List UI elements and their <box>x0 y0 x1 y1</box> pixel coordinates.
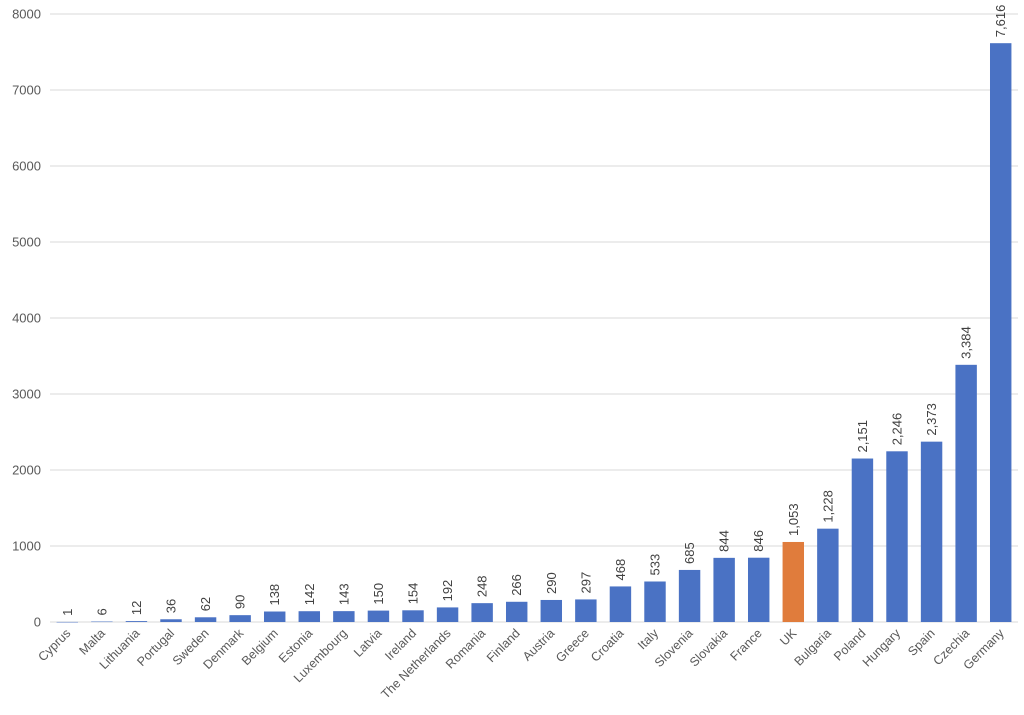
y-tick-label: 3000 <box>12 387 41 402</box>
x-tick-label: Italy <box>635 626 662 653</box>
data-label: 7,616 <box>993 5 1008 38</box>
bar-slovenia <box>678 569 701 622</box>
data-label: 846 <box>751 530 766 552</box>
bar-croatia <box>609 586 632 622</box>
data-label: 2,373 <box>924 403 939 436</box>
bar-spain <box>920 441 943 622</box>
bar-france <box>747 557 770 622</box>
bar-poland <box>851 458 874 622</box>
bar-uk <box>782 541 805 622</box>
data-label: 143 <box>336 583 351 605</box>
x-tick-label: Portugal <box>134 626 177 669</box>
data-label: 62 <box>198 597 213 611</box>
bar-the-netherlands <box>436 607 459 622</box>
y-tick-label: 7000 <box>12 83 41 98</box>
bar-bulgaria <box>817 528 839 622</box>
data-label: 1 <box>60 609 75 616</box>
x-axis-tick-labels: Cyprus MaltaLithuaniaPortugalSwedenDenmar… <box>36 626 1008 702</box>
data-label: 685 <box>682 542 697 564</box>
x-tick-label: UK <box>777 626 800 649</box>
bar-romania <box>471 603 493 622</box>
data-label: 12 <box>129 601 144 615</box>
bar-czechia <box>955 364 977 622</box>
y-tick-label: 6000 <box>12 159 41 174</box>
bar-austria <box>540 599 563 622</box>
data-label: 290 <box>544 572 559 594</box>
data-label: 266 <box>509 574 524 596</box>
bar-greece <box>575 599 597 622</box>
bar-belgium <box>263 611 286 622</box>
x-tick-label: Spain <box>905 626 938 659</box>
bar-latvia <box>367 610 390 622</box>
x-tick-label: Latvia <box>351 626 385 660</box>
y-axis-tick-labels: 0 1000 2000 3000 4000 5000 6000 7000 8000 <box>12 7 41 630</box>
bar-luxembourg <box>333 611 355 622</box>
bar-germany <box>989 43 1012 622</box>
bar-ireland <box>402 610 424 622</box>
data-label: 3,384 <box>959 326 974 359</box>
x-tick-label: Bulgaria <box>792 626 834 668</box>
data-label: 36 <box>164 599 179 613</box>
bars <box>56 43 1012 623</box>
bar-cyprus <box>56 621 79 623</box>
data-label: 1,053 <box>786 503 801 536</box>
data-label: 468 <box>613 559 628 581</box>
bar-estonia <box>298 611 321 622</box>
x-tick-label: Finland <box>484 626 523 665</box>
data-label: 142 <box>302 584 317 606</box>
bar-malta <box>91 621 113 623</box>
y-tick-label: 5000 <box>12 235 41 250</box>
y-tick-label: 2000 <box>12 463 41 478</box>
bar-lithuania <box>125 621 148 622</box>
data-label: 2,246 <box>890 413 905 446</box>
data-label: 192 <box>440 580 455 602</box>
data-label: 150 <box>371 583 386 605</box>
x-tick-label: Greece <box>553 626 592 665</box>
x-tick-label: Cyprus <box>36 626 74 664</box>
bar-denmark <box>229 615 251 622</box>
x-tick-label: Slovenia <box>652 626 696 670</box>
data-label: 297 <box>578 572 593 594</box>
bar-hungary <box>886 451 908 622</box>
gridlines <box>50 13 1018 623</box>
data-label: 1,228 <box>820 490 835 523</box>
data-label: 248 <box>475 575 490 597</box>
y-tick-label: 4000 <box>12 311 41 326</box>
bar-portugal <box>160 619 182 622</box>
data-label: 844 <box>717 530 732 552</box>
data-labels: 1 6 12 36 62 90 138 142 143 150 154 192 248 266 290 297… <box>60 5 1008 616</box>
x-tick-label: Hungary <box>860 626 904 670</box>
x-tick-label: Belgium <box>239 626 281 668</box>
data-label: 533 <box>648 554 663 576</box>
data-label: 90 <box>233 595 248 609</box>
data-label: 2,151 <box>855 420 870 453</box>
bar-finland <box>505 601 528 622</box>
x-tick-label: Malta <box>76 626 108 658</box>
bar-sweden <box>194 617 217 622</box>
data-label: 138 <box>267 584 282 606</box>
y-tick-label: 8000 <box>12 7 41 22</box>
data-label: 154 <box>406 583 421 605</box>
y-tick-label: 0 <box>34 615 41 630</box>
data-label: 6 <box>94 608 109 615</box>
bar-slovakia <box>713 557 735 622</box>
x-tick-label: Slovakia <box>687 626 730 669</box>
x-tick-label: Croatia <box>588 626 626 664</box>
y-tick-label: 1000 <box>12 539 41 554</box>
bar-italy <box>644 581 666 622</box>
x-tick-label: France <box>727 626 764 663</box>
x-tick-label: Austria <box>520 626 557 663</box>
